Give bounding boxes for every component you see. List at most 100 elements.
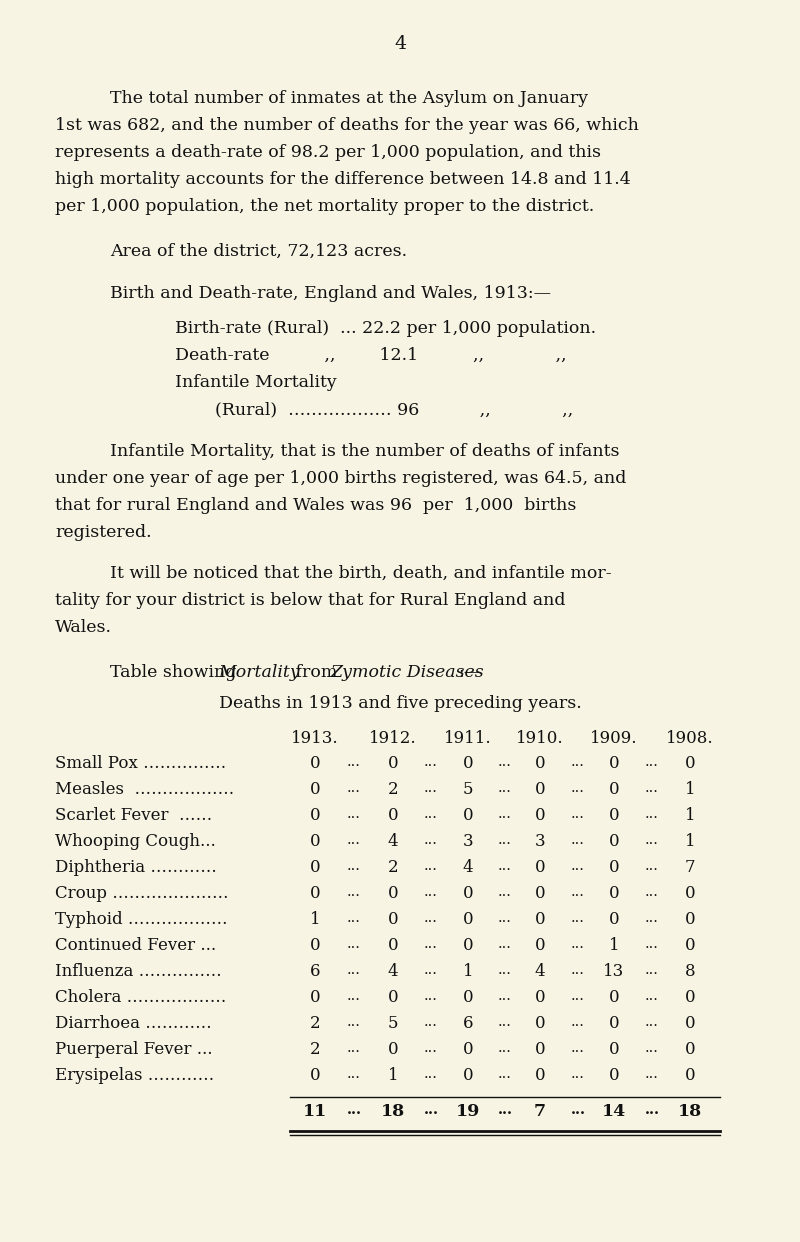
Text: The total number of inmates at the Asylum on January: The total number of inmates at the Asylu… xyxy=(110,89,588,107)
Text: 4: 4 xyxy=(534,963,546,980)
Text: 0: 0 xyxy=(534,886,546,902)
Text: Measles  ………………: Measles ……………… xyxy=(55,781,234,799)
Text: ...: ... xyxy=(424,859,438,873)
Text: 18: 18 xyxy=(381,1103,405,1120)
Text: 0: 0 xyxy=(310,755,320,773)
Text: Puerperal Fever ...: Puerperal Fever ... xyxy=(55,1041,213,1058)
Text: :—: :— xyxy=(458,664,481,681)
Text: ...: ... xyxy=(645,807,659,821)
Text: ...: ... xyxy=(498,1103,513,1117)
Text: 1st was 682, and the number of deaths for the year was 66, which: 1st was 682, and the number of deaths fo… xyxy=(55,117,639,134)
Text: 0: 0 xyxy=(310,936,320,954)
Text: Zymotic Diseases: Zymotic Diseases xyxy=(330,664,484,681)
Text: ...: ... xyxy=(498,1041,512,1054)
Text: 0: 0 xyxy=(685,1041,695,1058)
Text: that for rural England and Wales was 96  per  1,000  births: that for rural England and Wales was 96 … xyxy=(55,497,576,514)
Text: ...: ... xyxy=(571,833,585,847)
Text: 0: 0 xyxy=(609,807,619,823)
Text: ...: ... xyxy=(347,755,361,769)
Text: ...: ... xyxy=(645,989,659,1004)
Text: 0: 0 xyxy=(609,886,619,902)
Text: 0: 0 xyxy=(388,755,398,773)
Text: 1912.: 1912. xyxy=(369,730,417,746)
Text: ...: ... xyxy=(347,989,361,1004)
Text: Birth and Death-rate, England and Wales, 1913:—: Birth and Death-rate, England and Wales,… xyxy=(110,284,551,302)
Text: 0: 0 xyxy=(609,859,619,876)
Text: ...: ... xyxy=(498,859,512,873)
Text: (Rural)  ……………… 96           ,,             ,,: (Rural) ……………… 96 ,, ,, xyxy=(215,401,574,419)
Text: 0: 0 xyxy=(534,1067,546,1084)
Text: ...: ... xyxy=(347,910,361,925)
Text: Erysipelas …………: Erysipelas ………… xyxy=(55,1067,214,1084)
Text: 0: 0 xyxy=(310,859,320,876)
Text: ...: ... xyxy=(347,886,361,899)
Text: under one year of age per 1,000 births registered, was 64.5, and: under one year of age per 1,000 births r… xyxy=(55,469,626,487)
Text: ...: ... xyxy=(347,1067,361,1081)
Text: ...: ... xyxy=(645,1041,659,1054)
Text: 0: 0 xyxy=(534,936,546,954)
Text: ...: ... xyxy=(571,859,585,873)
Text: 8: 8 xyxy=(685,963,695,980)
Text: ...: ... xyxy=(571,755,585,769)
Text: 1: 1 xyxy=(462,963,474,980)
Text: 0: 0 xyxy=(310,781,320,799)
Text: 14: 14 xyxy=(602,1103,626,1120)
Text: 3: 3 xyxy=(534,833,546,850)
Text: ...: ... xyxy=(498,936,512,951)
Text: ...: ... xyxy=(645,755,659,769)
Text: ...: ... xyxy=(423,1103,438,1117)
Text: high mortality accounts for the difference between 14.8 and 11.4: high mortality accounts for the differen… xyxy=(55,171,630,188)
Text: ...: ... xyxy=(347,781,361,795)
Text: ...: ... xyxy=(498,1015,512,1030)
Text: ...: ... xyxy=(424,1015,438,1030)
Text: ...: ... xyxy=(571,910,585,925)
Text: 2: 2 xyxy=(310,1041,320,1058)
Text: ...: ... xyxy=(571,1015,585,1030)
Text: 0: 0 xyxy=(609,1067,619,1084)
Text: ...: ... xyxy=(571,807,585,821)
Text: It will be noticed that the birth, death, and infantile mor-: It will be noticed that the birth, death… xyxy=(110,565,612,582)
Text: 0: 0 xyxy=(388,936,398,954)
Text: ...: ... xyxy=(424,886,438,899)
Text: ...: ... xyxy=(424,910,438,925)
Text: 1: 1 xyxy=(685,833,695,850)
Text: Death-rate          ,,        12.1          ,,             ,,: Death-rate ,, 12.1 ,, ,, xyxy=(175,347,566,364)
Text: per 1,000 population, the net mortality proper to the district.: per 1,000 population, the net mortality … xyxy=(55,197,594,215)
Text: ...: ... xyxy=(645,833,659,847)
Text: ...: ... xyxy=(498,963,512,977)
Text: 1910.: 1910. xyxy=(516,730,564,746)
Text: 0: 0 xyxy=(609,910,619,928)
Text: 6: 6 xyxy=(310,963,320,980)
Text: ...: ... xyxy=(498,755,512,769)
Text: 0: 0 xyxy=(462,936,474,954)
Text: 0: 0 xyxy=(609,1041,619,1058)
Text: 11: 11 xyxy=(303,1103,327,1120)
Text: Infantile Mortality, that is the number of deaths of infants: Infantile Mortality, that is the number … xyxy=(110,443,619,460)
Text: 0: 0 xyxy=(310,989,320,1006)
Text: 0: 0 xyxy=(685,1067,695,1084)
Text: 0: 0 xyxy=(462,807,474,823)
Text: 0: 0 xyxy=(462,1041,474,1058)
Text: ...: ... xyxy=(645,781,659,795)
Text: 13: 13 xyxy=(603,963,625,980)
Text: ...: ... xyxy=(347,936,361,951)
Text: ...: ... xyxy=(424,989,438,1004)
Text: represents a death-rate of 98.2 per 1,000 population, and this: represents a death-rate of 98.2 per 1,00… xyxy=(55,144,601,161)
Text: Area of the district, 72,123 acres.: Area of the district, 72,123 acres. xyxy=(110,243,407,260)
Text: ...: ... xyxy=(347,1041,361,1054)
Text: 0: 0 xyxy=(685,936,695,954)
Text: Table showing: Table showing xyxy=(110,664,242,681)
Text: 2: 2 xyxy=(310,1015,320,1032)
Text: ...: ... xyxy=(424,781,438,795)
Text: 0: 0 xyxy=(310,833,320,850)
Text: Deaths in 1913 and five preceding years.: Deaths in 1913 and five preceding years. xyxy=(218,696,582,712)
Text: 1909.: 1909. xyxy=(590,730,638,746)
Text: ...: ... xyxy=(424,807,438,821)
Text: ...: ... xyxy=(498,807,512,821)
Text: Cholera ………………: Cholera ……………… xyxy=(55,989,226,1006)
Text: 0: 0 xyxy=(534,781,546,799)
Text: 3: 3 xyxy=(462,833,474,850)
Text: 5: 5 xyxy=(462,781,474,799)
Text: ...: ... xyxy=(645,886,659,899)
Text: Diphtheria …………: Diphtheria ………… xyxy=(55,859,217,876)
